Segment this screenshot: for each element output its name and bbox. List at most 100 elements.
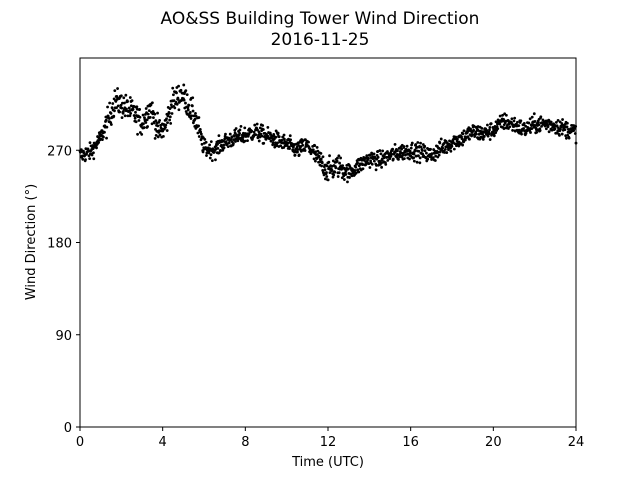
data-point [121,101,124,105]
data-point [397,157,400,161]
data-point [113,109,116,113]
data-point [233,134,236,138]
data-point [209,153,213,157]
data-point [115,106,118,110]
y-axis: 0 90 180 270 [47,144,80,436]
data-point [524,131,528,135]
data-point [182,98,186,102]
data-point [168,118,172,122]
data-point [564,136,568,140]
data-point [191,96,195,100]
data-point [196,131,200,135]
data-point [461,143,464,147]
data-point [154,119,158,123]
data-point [391,157,395,161]
data-point [247,132,251,136]
data-point [135,105,139,109]
data-point [254,133,258,137]
data-point [565,121,569,125]
data-point [129,112,133,115]
data-point [344,173,348,176]
data-point [296,150,299,154]
x-axis-label: Time (UTC) [291,455,364,470]
data-point [238,131,241,135]
data-point [149,103,153,107]
data-point [113,89,117,93]
data-point [137,119,141,122]
data-point [156,124,160,128]
data-point [280,138,284,142]
data-point [561,118,564,121]
data-point [381,149,385,153]
data-point [338,161,341,165]
x-axis: 0 4 8 12 16 20 24 [76,427,584,450]
data-point [450,145,454,148]
data-point [533,124,537,127]
data-point [463,138,467,142]
data-point [494,131,498,135]
data-point [335,159,339,163]
data-point [288,134,292,138]
data-point [88,141,92,145]
data-point [197,124,200,128]
data-point [236,139,240,143]
data-point [118,110,122,114]
data-point [556,118,560,122]
data-point [255,122,259,126]
x-tick-label: 20 [485,435,502,450]
data-point [528,117,532,121]
data-point [433,159,437,162]
data-point [145,118,149,122]
data-point [230,135,234,139]
data-point [357,170,361,174]
data-point [488,128,491,132]
data-point [480,126,484,130]
data-point [437,153,441,157]
data-point [197,116,201,119]
data-point [418,161,422,165]
data-point [460,137,464,141]
data-point [204,140,208,144]
data-point [307,140,310,144]
data-point [332,173,336,177]
data-point [336,175,340,178]
data-point [391,147,395,151]
data-point [226,145,230,149]
data-point [231,142,235,146]
data-point [112,114,116,118]
data-point [156,111,159,115]
data-point [319,151,323,155]
data-point [522,121,526,125]
data-point [211,147,215,151]
data-point [234,127,238,130]
data-point [539,115,543,119]
data-point [418,156,422,160]
data-point [260,134,264,138]
data-point [270,134,274,138]
data-point [208,156,212,160]
data-point [498,122,502,126]
data-point [241,135,245,139]
data-point [122,96,126,100]
data-point [472,124,476,128]
data-point [153,137,157,140]
data-point [134,120,138,124]
data-point [462,129,466,133]
data-point [105,136,108,140]
data-point [314,159,317,163]
data-point [172,93,175,97]
data-point [165,117,168,121]
data-point [227,141,231,145]
data-point [228,132,232,136]
data-point [205,151,209,155]
data-point [154,133,158,137]
data-point [197,135,201,138]
data-point [203,137,207,141]
data-point [438,141,442,145]
data-point [141,113,145,117]
data-point [378,149,382,152]
y-tick-label: 180 [47,237,72,252]
data-point [169,122,173,125]
data-point [560,132,564,136]
